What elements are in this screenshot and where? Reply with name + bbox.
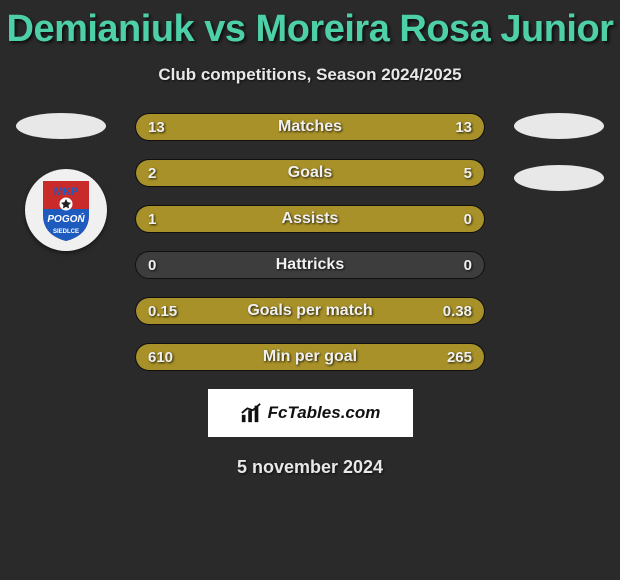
comparison-area: MKP POGOŃ SIEDLCE 1313Matches 25Goals 10As… <box>0 113 620 478</box>
footer-date: 5 november 2024 <box>0 457 620 478</box>
bar-fill-right <box>233 160 484 186</box>
player-left-oval-1 <box>16 113 106 139</box>
stat-row-matches: 1313Matches <box>135 113 485 141</box>
stat-row-goals: 25Goals <box>135 159 485 187</box>
page-title: Demianiuk vs Moreira Rosa Junior <box>0 0 620 51</box>
page-subtitle: Club competitions, Season 2024/2025 <box>0 65 620 85</box>
brand-badge[interactable]: FcTables.com <box>208 389 413 437</box>
bar-fill-left <box>136 114 310 140</box>
bar-fill-right <box>240 344 484 370</box>
stat-row-goals-per-match: 0.150.38Goals per match <box>135 297 485 325</box>
player-right-oval-1 <box>514 113 604 139</box>
stat-value-left: 0 <box>148 252 156 278</box>
svg-text:POGOŃ: POGOŃ <box>47 212 85 225</box>
bar-fill-left <box>136 206 484 232</box>
club-badge-left: MKP POGOŃ SIEDLCE <box>25 169 107 251</box>
player-right-oval-2 <box>514 165 604 191</box>
bar-fill-left <box>136 298 233 324</box>
bar-fill-left <box>136 344 240 370</box>
stat-value-right: 0 <box>464 252 472 278</box>
svg-text:MKP: MKP <box>54 186 78 198</box>
stat-label: Hattricks <box>136 252 484 278</box>
chart-icon <box>240 402 262 424</box>
svg-text:SIEDLCE: SIEDLCE <box>53 229 79 235</box>
stat-bars: 1313Matches 25Goals 10Assists 0 0Hattricks 0.… <box>135 113 485 371</box>
stat-row-assists: 10Assists <box>135 205 485 233</box>
brand-text: FcTables.com <box>268 403 381 423</box>
pogon-siedlce-icon: MKP POGOŃ SIEDLCE <box>31 175 101 245</box>
stat-row-min-per-goal: 610265Min per goal <box>135 343 485 371</box>
bar-fill-left <box>136 160 233 186</box>
bar-fill-right <box>233 298 484 324</box>
stat-row-hattricks: 0 0Hattricks <box>135 251 485 279</box>
bar-fill-right <box>310 114 484 140</box>
